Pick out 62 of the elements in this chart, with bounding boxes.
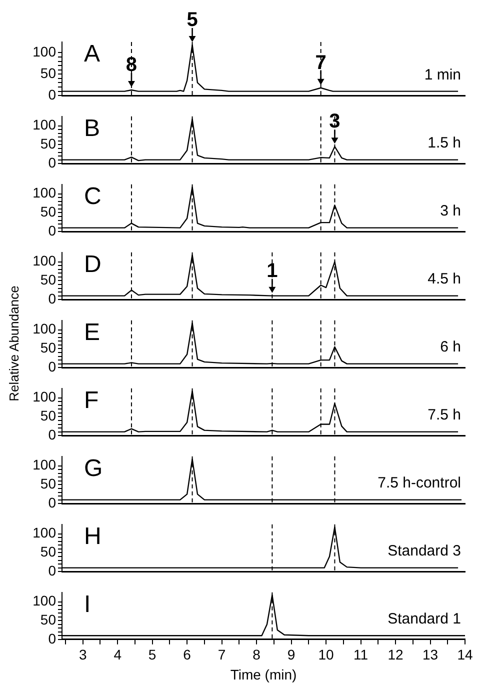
text: 7.5 h xyxy=(428,406,461,424)
text: Standard 3 xyxy=(388,542,461,560)
chart-title: D xyxy=(84,251,102,278)
y-tick-label: 0 xyxy=(48,154,56,170)
y-tick-label: 50 xyxy=(40,65,56,82)
y-tick-label: 50 xyxy=(40,340,56,356)
y-tick-label: 0 xyxy=(48,358,56,374)
y-tick-label: 0 xyxy=(48,426,56,442)
x-tick-label: 14 xyxy=(457,646,473,663)
text: 3 h xyxy=(440,202,461,220)
text: 1 min xyxy=(424,66,461,84)
y-tick-label: 50 xyxy=(40,408,56,424)
chart-title: B xyxy=(84,115,100,142)
x-tick-label: 10 xyxy=(318,646,334,663)
y-tick-label: 0 xyxy=(48,494,56,510)
y-tick-label: 50 xyxy=(40,272,56,288)
text: 7.5 h-control xyxy=(378,474,461,492)
x-tick-label: 5 xyxy=(148,646,156,663)
y-tick-label: 0 xyxy=(48,562,56,578)
y-tick-label: 100 xyxy=(32,388,56,405)
x-tick-label: 11 xyxy=(354,646,368,663)
chart-title: G xyxy=(84,455,103,482)
chart-title: F xyxy=(84,387,99,414)
y-tick-label: 0 xyxy=(48,86,56,102)
chart-title: C xyxy=(84,183,102,210)
y-tick-label: 50 xyxy=(40,136,56,152)
x-tick-label: 3 xyxy=(78,646,87,663)
y-tick-label: 100 xyxy=(32,592,56,609)
chart-title: A xyxy=(84,40,100,68)
y-tick-label: 100 xyxy=(32,184,56,201)
chart-title: I xyxy=(84,591,91,618)
y-tick-label: 100 xyxy=(32,252,56,269)
y-tick-label: 100 xyxy=(32,116,56,133)
x-tick-label: 9 xyxy=(287,646,296,663)
text: Standard 1 xyxy=(388,610,461,628)
annotation: 3 xyxy=(329,110,340,133)
chart-title: H xyxy=(84,523,102,550)
y-axis-title: Relative Abundance xyxy=(6,284,22,404)
y-tick-label: 0 xyxy=(48,290,56,306)
y-tick-label: 50 xyxy=(40,544,56,560)
x-tick-label: 4 xyxy=(114,646,122,663)
chart-title: E xyxy=(84,319,100,346)
text: 4.5 h xyxy=(428,270,461,288)
y-tick-label: 50 xyxy=(40,204,56,220)
annotation: 5 xyxy=(186,9,198,31)
x-tick-label: 8 xyxy=(252,646,261,663)
x-axis-title: Time (min) xyxy=(230,666,297,682)
text: 1.5 h xyxy=(428,134,461,152)
y-tick-label: 100 xyxy=(32,456,56,473)
x-tick-label: 12 xyxy=(388,646,404,663)
x-tick-label: 7 xyxy=(218,646,226,663)
text: 6 h xyxy=(440,338,461,356)
y-tick-label: 50 xyxy=(40,611,56,628)
y-tick-label: 100 xyxy=(32,524,56,541)
y-tick-label: 100 xyxy=(32,320,56,337)
annotation: 8 xyxy=(126,54,138,76)
y-tick-label: 0 xyxy=(48,222,56,238)
y-tick-label: 100 xyxy=(32,44,56,60)
y-tick-label: 0 xyxy=(48,630,56,646)
x-tick-label: 13 xyxy=(422,646,438,663)
y-tick-label: 50 xyxy=(40,476,56,492)
x-tick-label: 6 xyxy=(183,646,192,663)
